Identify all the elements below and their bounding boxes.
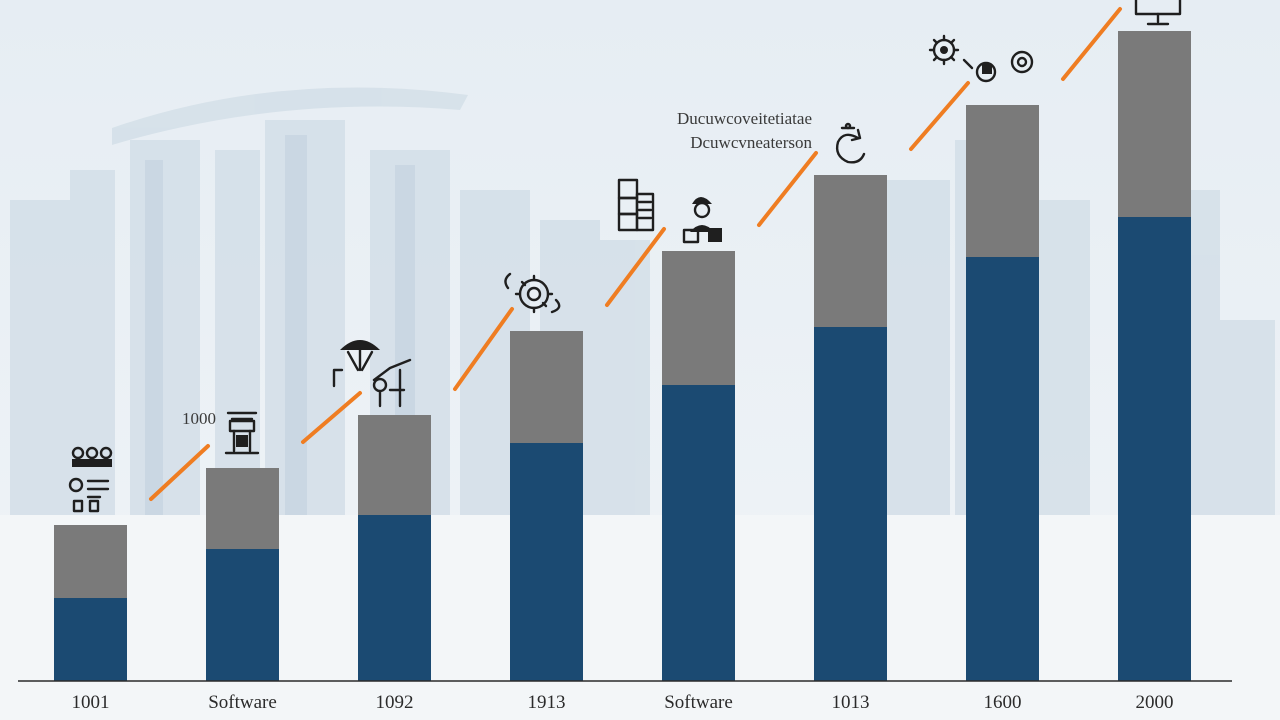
bar-lower-segment-3 bbox=[510, 443, 583, 681]
category-label-4: Software bbox=[664, 692, 733, 713]
category-label-0: 1001 bbox=[72, 692, 110, 713]
bar-lower-segment-0 bbox=[54, 598, 127, 681]
monitor-icon bbox=[1134, 0, 1182, 26]
trend-segment-2 bbox=[453, 307, 514, 391]
gear-cycle-icon bbox=[504, 272, 561, 314]
engineer-icon bbox=[682, 197, 722, 244]
trend-segment-5 bbox=[909, 81, 970, 151]
bar-upper-segment-4 bbox=[662, 251, 735, 385]
trend-segment-0 bbox=[149, 444, 210, 501]
team-gears-icon bbox=[68, 446, 113, 513]
bar-lower-segment-6 bbox=[966, 257, 1039, 681]
bar-upper-segment-7 bbox=[1118, 31, 1191, 217]
top-note-line1: Ducuwcoveitetiatae bbox=[677, 109, 812, 128]
category-label-6: 1600 bbox=[984, 692, 1022, 713]
bars-group bbox=[54, 31, 1191, 681]
bar-lower-segment-2 bbox=[358, 515, 431, 681]
trend-segment-1 bbox=[301, 391, 362, 444]
category-label-2: 1092 bbox=[376, 692, 414, 713]
construction-equipment-icon bbox=[332, 340, 412, 408]
top-note-line2: Dcuwcvneaterson bbox=[690, 133, 812, 152]
refresh-gear-icon bbox=[835, 122, 866, 164]
category-label-5: 1013 bbox=[832, 692, 870, 713]
gears-cluster-icon bbox=[928, 34, 1034, 83]
category-label-3: 1913 bbox=[528, 692, 566, 713]
trend-segment-6 bbox=[1061, 7, 1122, 81]
bar-upper-segment-5 bbox=[814, 175, 887, 327]
crane-icon bbox=[224, 411, 260, 455]
bar-lower-segment-7 bbox=[1118, 217, 1191, 681]
trend-line-group bbox=[149, 7, 1122, 501]
bar-upper-segment-6 bbox=[966, 105, 1039, 257]
bar-upper-segment-3 bbox=[510, 331, 583, 443]
bar-lower-segment-1 bbox=[206, 549, 279, 681]
bar-upper-segment-2 bbox=[358, 415, 431, 515]
bar-upper-segment-0 bbox=[54, 525, 127, 598]
bar-lower-segment-4 bbox=[662, 385, 735, 681]
bar-lower-segment-5 bbox=[814, 327, 887, 681]
category-label-1: Software bbox=[208, 692, 277, 713]
trend-segment-3 bbox=[605, 227, 666, 307]
category-labels-group: 1001 Software 1092 1913 Software 1013 1600 2000 bbox=[72, 692, 1174, 713]
bar-upper-segment-1 bbox=[206, 468, 279, 549]
trend-segment-4 bbox=[757, 151, 818, 227]
category-label-7: 2000 bbox=[1136, 692, 1174, 713]
small-label: 1000 bbox=[182, 409, 216, 428]
server-stack-icon bbox=[617, 178, 655, 232]
